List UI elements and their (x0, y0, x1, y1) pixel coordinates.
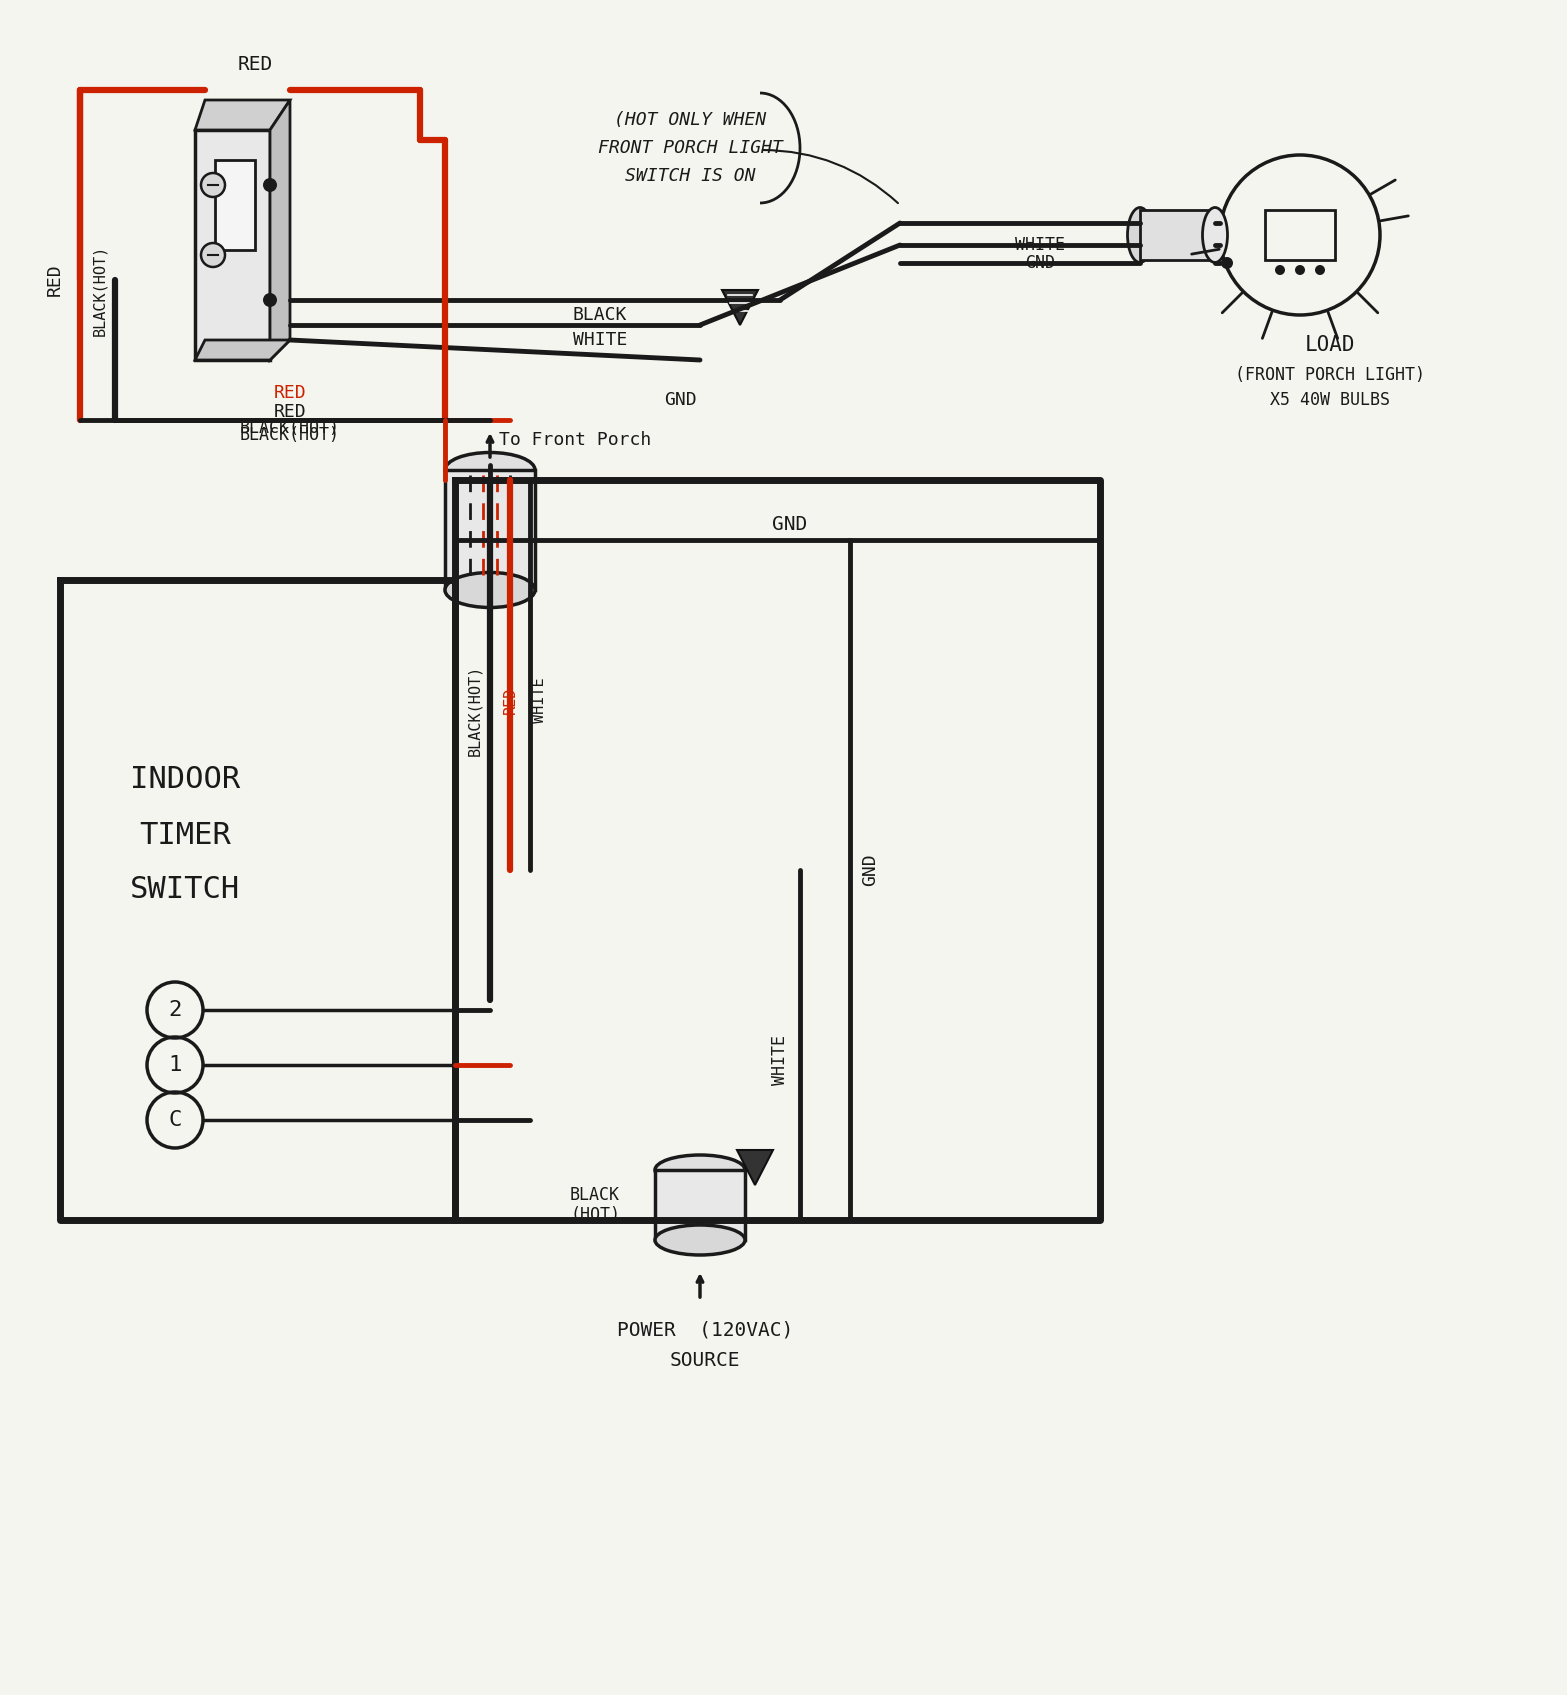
Text: RED: RED (237, 56, 273, 75)
Text: WHITE: WHITE (1015, 236, 1066, 254)
Text: BLACK(HOT): BLACK(HOT) (240, 419, 340, 437)
FancyBboxPatch shape (1141, 210, 1214, 259)
FancyBboxPatch shape (655, 1170, 744, 1241)
Text: (HOT): (HOT) (570, 1207, 621, 1224)
Ellipse shape (445, 573, 534, 607)
Circle shape (1221, 258, 1233, 270)
Circle shape (201, 242, 226, 268)
Text: BLACK(HOT): BLACK(HOT) (92, 244, 108, 336)
Text: WHITE: WHITE (533, 678, 547, 722)
Polygon shape (215, 159, 255, 249)
Polygon shape (194, 341, 290, 359)
Ellipse shape (1202, 207, 1227, 263)
Text: SWITCH IS ON: SWITCH IS ON (625, 168, 755, 185)
Ellipse shape (655, 1225, 744, 1254)
Polygon shape (194, 131, 270, 359)
Polygon shape (722, 290, 758, 325)
Polygon shape (736, 1149, 773, 1185)
Polygon shape (194, 100, 290, 131)
Text: INDOOR: INDOOR (130, 766, 240, 795)
Text: LOAD: LOAD (1305, 336, 1355, 354)
Circle shape (263, 178, 277, 192)
Text: To Front Porch: To Front Porch (498, 431, 652, 449)
Circle shape (263, 293, 277, 307)
Text: TIMER: TIMER (139, 820, 230, 849)
Text: (HOT ONLY WHEN: (HOT ONLY WHEN (614, 110, 766, 129)
Text: GND: GND (860, 854, 879, 886)
Text: RED: RED (274, 385, 306, 402)
Circle shape (201, 173, 226, 197)
Text: 1: 1 (168, 1054, 182, 1075)
Text: WHITE: WHITE (574, 331, 627, 349)
Ellipse shape (655, 1154, 744, 1185)
Text: BLACK: BLACK (570, 1186, 621, 1203)
Circle shape (1315, 264, 1326, 275)
Text: WHITE: WHITE (771, 1036, 790, 1085)
FancyBboxPatch shape (445, 470, 534, 590)
Text: C: C (168, 1110, 182, 1131)
Text: RED: RED (45, 264, 64, 297)
Circle shape (1276, 264, 1285, 275)
Text: SWITCH: SWITCH (130, 876, 240, 905)
Circle shape (1294, 264, 1305, 275)
Text: X5 40W BULBS: X5 40W BULBS (1269, 392, 1390, 408)
Text: (FRONT PORCH LIGHT): (FRONT PORCH LIGHT) (1235, 366, 1424, 385)
Text: GND: GND (664, 392, 696, 408)
Text: SOURCE: SOURCE (669, 1351, 740, 1370)
Ellipse shape (445, 453, 534, 488)
Text: GND: GND (773, 515, 807, 534)
Text: 2: 2 (168, 1000, 182, 1020)
Text: FRONT PORCH LIGHT: FRONT PORCH LIGHT (597, 139, 782, 158)
Text: POWER  (120VAC): POWER (120VAC) (617, 1320, 793, 1339)
Polygon shape (270, 100, 290, 359)
Text: BLACK: BLACK (574, 307, 627, 324)
Text: RED: RED (274, 403, 306, 420)
Text: GND: GND (1025, 254, 1055, 271)
Text: BLACK(HOT): BLACK(HOT) (467, 664, 483, 756)
Ellipse shape (1128, 207, 1152, 263)
Text: RED: RED (503, 686, 517, 714)
Text: BLACK(HOT): BLACK(HOT) (240, 425, 340, 444)
